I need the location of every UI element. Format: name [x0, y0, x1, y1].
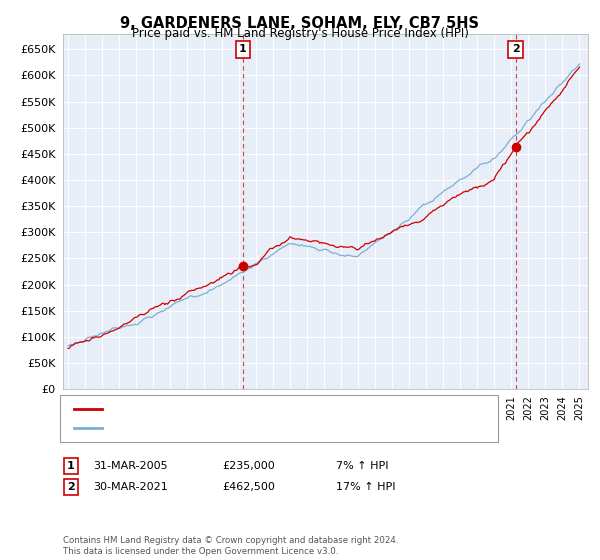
Text: £462,500: £462,500 — [222, 482, 275, 492]
Text: 30-MAR-2021: 30-MAR-2021 — [93, 482, 168, 492]
Text: 1: 1 — [67, 461, 74, 471]
Text: Price paid vs. HM Land Registry's House Price Index (HPI): Price paid vs. HM Land Registry's House … — [131, 27, 469, 40]
Text: Contains HM Land Registry data © Crown copyright and database right 2024.
This d: Contains HM Land Registry data © Crown c… — [63, 536, 398, 556]
Text: HPI: Average price, detached house, East Cambridgeshire: HPI: Average price, detached house, East… — [106, 423, 408, 433]
Text: 9, GARDENERS LANE, SOHAM, ELY, CB7 5HS (detached house): 9, GARDENERS LANE, SOHAM, ELY, CB7 5HS (… — [106, 404, 431, 414]
Text: £235,000: £235,000 — [222, 461, 275, 471]
Text: 7% ↑ HPI: 7% ↑ HPI — [336, 461, 389, 471]
Text: 2: 2 — [512, 44, 520, 54]
Text: 9, GARDENERS LANE, SOHAM, ELY, CB7 5HS: 9, GARDENERS LANE, SOHAM, ELY, CB7 5HS — [121, 16, 479, 31]
Text: 31-MAR-2005: 31-MAR-2005 — [93, 461, 167, 471]
Text: 17% ↑ HPI: 17% ↑ HPI — [336, 482, 395, 492]
Text: 2: 2 — [67, 482, 74, 492]
Text: 1: 1 — [239, 44, 247, 54]
